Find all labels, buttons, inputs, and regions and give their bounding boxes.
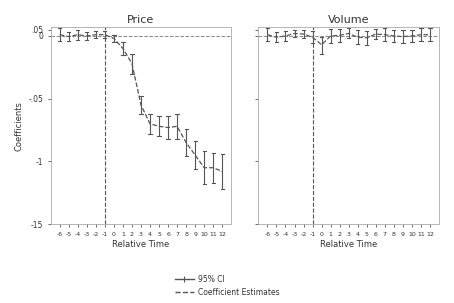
Y-axis label: Coefficients: Coefficients	[15, 101, 24, 151]
X-axis label: Relative Time: Relative Time	[112, 240, 170, 248]
Title: Price: Price	[128, 15, 155, 25]
Legend: 95% CI, Coefficient Estimates: 95% CI, Coefficient Estimates	[173, 273, 281, 299]
Title: Volume: Volume	[328, 15, 370, 25]
X-axis label: Relative Time: Relative Time	[320, 240, 377, 248]
